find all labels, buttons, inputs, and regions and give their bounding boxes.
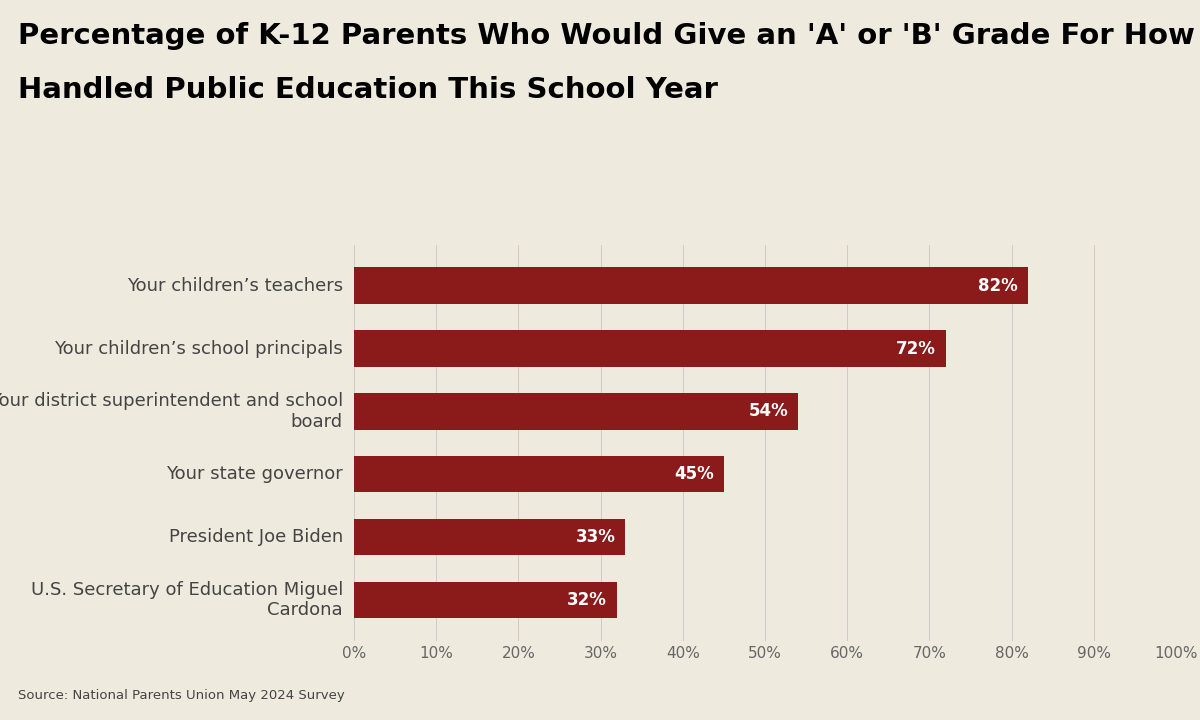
Bar	[354, 582, 617, 618]
Text: 82%: 82%	[978, 276, 1018, 294]
Text: 72%: 72%	[896, 340, 936, 358]
Text: 45%: 45%	[674, 465, 714, 483]
Bar	[354, 393, 798, 430]
Text: 33%: 33%	[576, 528, 616, 546]
Bar	[354, 456, 724, 492]
Bar	[354, 519, 625, 555]
Text: Handled Public Education This School Year: Handled Public Education This School Yea…	[18, 76, 718, 104]
Text: 32%: 32%	[568, 591, 607, 609]
Bar	[354, 267, 1028, 304]
Bar	[354, 330, 946, 366]
Text: 54%: 54%	[749, 402, 788, 420]
Text: Source: National Parents Union May 2024 Survey: Source: National Parents Union May 2024 …	[18, 689, 344, 702]
Text: Percentage of K-12 Parents Who Would Give an 'A' or 'B' Grade For How Each: Percentage of K-12 Parents Who Would Giv…	[18, 22, 1200, 50]
